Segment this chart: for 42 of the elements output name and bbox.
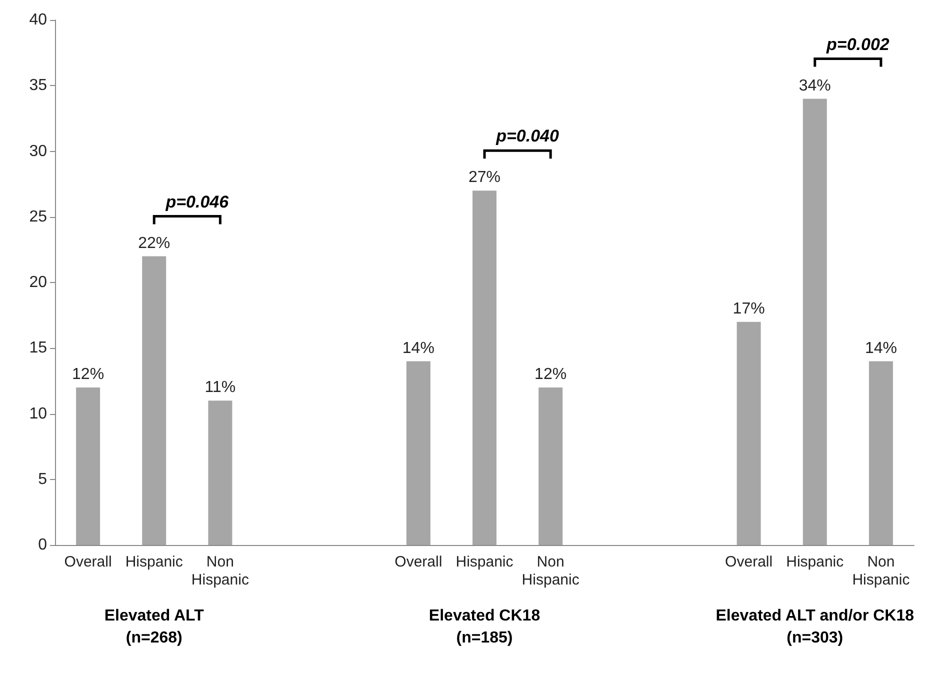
data-label: 22%	[138, 234, 170, 252]
annotation: p=0.040	[495, 126, 560, 146]
bar	[538, 388, 563, 545]
text: Elevated CK18 (n=185)	[428, 608, 540, 646]
y-tick-label: 0	[38, 536, 48, 554]
text: Elevated ALT and/or CK18 (n=303)	[716, 608, 914, 646]
data-label: 27%	[468, 169, 501, 186]
text: Elevated ALT (n=268)	[104, 608, 204, 646]
data-label: 12%	[534, 366, 567, 383]
y-tick-label: 35	[29, 77, 48, 94]
y-tick-label: 30	[29, 142, 48, 160]
y-tick-label: 15	[29, 340, 48, 357]
y-tick-label: 20	[29, 274, 48, 291]
data-label: 17%	[732, 300, 765, 318]
annotation: p=0.002	[825, 34, 890, 54]
y-tick-label: 5	[38, 470, 48, 488]
y-tick-label: 25	[29, 208, 48, 226]
x-tick-label: Hispanic	[456, 554, 514, 570]
data-label: 14%	[864, 340, 897, 357]
x-tick-label: Non Hispanic	[522, 554, 580, 588]
x-tick-label: Overall	[64, 554, 112, 570]
x-tick-label: Overall	[394, 554, 442, 570]
y-tick-label: 40	[29, 12, 48, 28]
data-label: 12%	[72, 366, 104, 383]
bar	[208, 400, 232, 545]
x-tick-label: Non Hispanic	[852, 554, 910, 588]
bar	[406, 361, 430, 545]
data-label: 11%	[204, 379, 236, 396]
x-tick-label: Non Hispanic	[191, 554, 250, 588]
bar	[802, 98, 827, 545]
bar	[76, 388, 100, 545]
data-label: 14%	[402, 340, 434, 357]
annotation: p=0.046	[164, 192, 230, 212]
x-tick-label: Overall	[725, 554, 773, 570]
x-tick-label: Hispanic	[786, 554, 844, 570]
x-tick-label: Hispanic	[125, 554, 184, 570]
y-tick-label: 10	[29, 405, 48, 422]
bar	[142, 256, 166, 545]
data-label: 34%	[798, 77, 831, 94]
bar	[868, 361, 893, 545]
bar	[736, 322, 761, 545]
bar	[472, 190, 496, 545]
